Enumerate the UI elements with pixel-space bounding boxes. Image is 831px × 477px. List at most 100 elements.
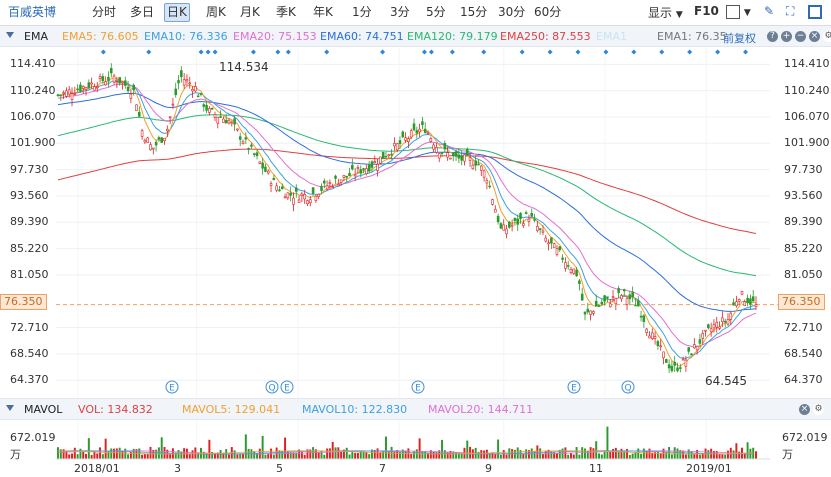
volume-bar: [598, 453, 600, 459]
candle-body: [59, 94, 63, 97]
volume-bar: [589, 447, 592, 459]
period-tab-weekly-k[interactable]: 周K: [206, 5, 226, 19]
period-tab-yearly-k[interactable]: 年K: [313, 5, 333, 19]
draw-box-toggle[interactable]: ▼: [726, 4, 751, 19]
current-price-tag-left: 76.350: [0, 294, 47, 310]
volume-indicator-name[interactable]: MAVOL: [24, 403, 63, 416]
candle-body: [656, 341, 660, 347]
event-marker-icon: [567, 380, 581, 394]
candle-body: [367, 164, 371, 172]
volume-bar: [637, 448, 640, 459]
candle-body: [617, 288, 620, 293]
volume-bar: [609, 451, 612, 459]
help-icon[interactable]: ?: [767, 30, 778, 42]
display-label: 显示: [648, 6, 673, 20]
gear-icon[interactable]: ⚙: [823, 30, 831, 42]
volume-bar: [738, 451, 741, 459]
candle-body: [409, 130, 413, 138]
candle-body: [589, 310, 592, 315]
volume-bar: [578, 454, 581, 459]
candle-body: [673, 361, 676, 366]
candle-body: [513, 217, 517, 221]
period-tab-60min[interactable]: 60分: [534, 5, 562, 19]
volume-bar: [614, 447, 617, 459]
minus-icon[interactable]: −: [795, 30, 806, 42]
adjust-toggle[interactable]: 前复权: [723, 32, 756, 45]
volume-bar: [188, 453, 191, 459]
candle-body: [712, 324, 716, 329]
volume-bar: [101, 454, 104, 459]
event-marker-label: Q: [624, 384, 631, 394]
candle-body: [575, 269, 578, 277]
candle-body: [269, 183, 273, 186]
price-tick-label: 64.370: [10, 373, 49, 387]
ema60-value: EMA60: 74.751: [320, 30, 404, 43]
dividend-marker-icon: [575, 49, 581, 55]
candle-body: [541, 230, 545, 233]
price-tick-label: 72.710: [10, 320, 49, 334]
candle-body: [182, 79, 186, 86]
indicator-name[interactable]: EMA: [24, 30, 48, 43]
period-tab-1min[interactable]: 1分: [352, 5, 372, 19]
collapse-icon[interactable]: [6, 32, 14, 38]
volume-bar: [362, 451, 365, 459]
volume-bar: [71, 453, 73, 459]
volume-bar: [306, 449, 309, 459]
candle-body: [314, 195, 318, 201]
volume-bar: [505, 454, 508, 459]
period-tab-30min[interactable]: 30分: [498, 5, 526, 19]
sidebar-toggle-icon[interactable]: [808, 4, 822, 19]
volume-bar: [239, 453, 242, 459]
display-menu[interactable]: 显示 ▼: [648, 4, 683, 21]
period-tab-15min[interactable]: 15分: [460, 5, 488, 19]
dividend-marker-icon: [449, 49, 455, 55]
period-tab-3min[interactable]: 3分: [390, 5, 410, 19]
fullscreen-icon[interactable]: ⛶: [786, 4, 795, 18]
candle-body: [247, 148, 250, 150]
candle-body: [325, 185, 329, 190]
ema1-faded-label: EMA1: [596, 30, 627, 43]
candle-body: [432, 144, 435, 150]
volume-bar: [65, 451, 68, 459]
period-tab-quarterly-k[interactable]: 季K: [276, 5, 296, 19]
volume-bar: [544, 451, 547, 459]
period-tab-multiday[interactable]: 多日: [130, 5, 155, 19]
close-icon[interactable]: ×: [799, 403, 810, 415]
volume-bar: [62, 449, 65, 459]
candle-body: [320, 186, 323, 191]
close-icon[interactable]: ×: [809, 30, 820, 42]
mavol5-value: MAVOL5: 129.041: [182, 403, 281, 416]
stock-name[interactable]: 百威英博: [8, 5, 57, 19]
plus-icon[interactable]: +: [781, 30, 792, 42]
candle-body: [109, 68, 113, 74]
candle-body: [222, 118, 225, 123]
candle-body: [625, 297, 629, 305]
dividend-marker-icon: [324, 49, 330, 55]
candle-body: [227, 119, 231, 124]
volume-bar: [295, 452, 298, 459]
f10-button[interactable]: F10: [694, 4, 719, 18]
volume-axis-value-left: 672.019: [10, 431, 56, 444]
ema60-line: [57, 92, 757, 312]
period-tab-monthly-k[interactable]: 月K: [240, 5, 260, 19]
candle-body: [676, 367, 679, 372]
collapse-icon[interactable]: [6, 405, 14, 411]
volume-bar: [541, 453, 544, 459]
gear-icon[interactable]: ⚙: [813, 403, 824, 415]
price-tick-label: 93.560: [784, 188, 823, 202]
pencil-icon[interactable]: ✎: [764, 4, 775, 18]
period-tab-intraday[interactable]: 分时: [92, 5, 117, 19]
dividend-marker-icon: [250, 49, 256, 55]
volume-bar: [682, 450, 685, 459]
candle-body: [597, 305, 601, 307]
period-tab-5min[interactable]: 5分: [426, 5, 446, 19]
volume-bar: [379, 452, 382, 459]
period-tab-daily-k[interactable]: 日K: [164, 3, 190, 22]
volume-bar: [370, 449, 373, 459]
volume-bar: [236, 454, 239, 459]
candle-body: [482, 170, 486, 178]
volume-bar: [424, 451, 427, 459]
event-marker-label: Q: [268, 384, 275, 394]
dividend-marker-icon: [631, 49, 637, 55]
